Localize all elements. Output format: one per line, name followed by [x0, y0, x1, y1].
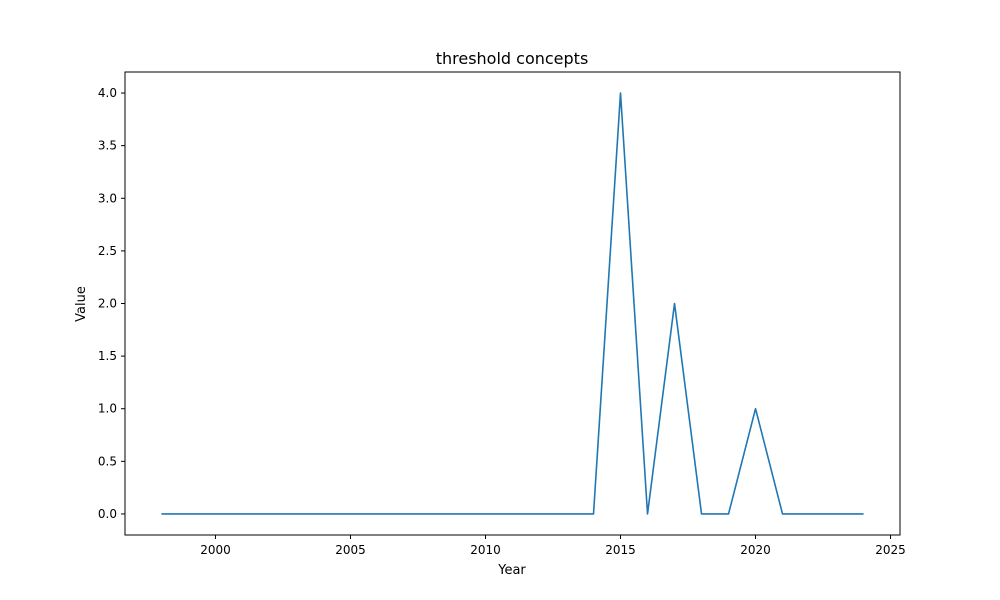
y-tick-label: 1.5	[98, 349, 117, 363]
x-tick-label: 2005	[335, 543, 366, 557]
x-axis-ticks: 2000 2005 2010 2015 2020 2025	[200, 535, 906, 557]
y-axis-ticks: 0.0 0.5 1.0 1.5 2.0 2.5 3.0 3.5 4.0	[98, 86, 125, 521]
series-layer	[161, 92, 864, 515]
series-line	[161, 92, 864, 515]
x-tick-label: 2010	[470, 543, 501, 557]
y-tick-label: 2.0	[98, 297, 117, 311]
x-tick-label: 2000	[200, 543, 231, 557]
y-axis-label: Value	[74, 286, 89, 322]
x-tick-label: 2015	[605, 543, 636, 557]
y-tick-label: 4.0	[98, 86, 117, 100]
y-tick-label: 1.0	[98, 402, 117, 416]
x-axis-label: Year	[497, 563, 526, 578]
y-tick-label: 0.5	[98, 454, 117, 468]
y-tick-label: 3.0	[98, 191, 117, 205]
chart-title: threshold concepts	[436, 49, 589, 68]
plot-frame	[124, 71, 901, 536]
y-tick-label: 3.5	[98, 139, 117, 153]
x-tick-label: 2025	[875, 543, 906, 557]
y-tick-label: 2.5	[98, 244, 117, 258]
x-tick-label: 2020	[740, 543, 771, 557]
y-tick-label: 0.0	[98, 507, 117, 521]
